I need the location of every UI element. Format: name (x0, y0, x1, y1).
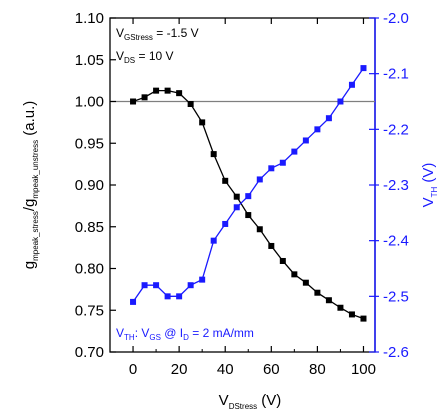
right-y-axis-ticks: -2.6 -2.5 -2.4 -2.3 -2.2 -2.1 -2.0 (369, 10, 409, 361)
gm-ratio-point (256, 226, 263, 233)
right-y-tick-label: -2.2 (383, 121, 409, 138)
gm-ratio-point (187, 101, 194, 108)
left-y-tick-label: 1.05 (75, 52, 104, 69)
vth-point (279, 159, 286, 166)
plot-frame (109, 17, 376, 353)
vth-point (314, 126, 321, 133)
gm-ratio-point (348, 311, 355, 318)
x-axis-ticks: 0 20 40 60 80 100 (129, 18, 376, 378)
gm-ratio-point (325, 297, 332, 304)
vth-point (176, 293, 183, 300)
vth-point (256, 176, 263, 183)
annotation-vgstress: VGStress = -1.5 V (116, 26, 199, 42)
x-tick-label: 60 (263, 361, 280, 378)
vth-point (360, 65, 367, 72)
left-y-axis-label: gmpeak_stress/gmpeak_unstress (a.u.) (21, 101, 40, 270)
vth-point (141, 282, 148, 289)
vth-point (302, 137, 309, 144)
vth-point (268, 165, 275, 172)
gm-ratio-point (233, 193, 240, 200)
x-tick-label: 40 (217, 361, 234, 378)
gm-ratio-point (279, 257, 286, 264)
gm-ratio-point (302, 279, 309, 286)
x-tick-label: 0 (129, 361, 137, 378)
x-tick-label: 100 (351, 361, 376, 378)
gm-ratio-point (337, 304, 344, 311)
right-y-tick-label: -2.3 (383, 177, 409, 194)
left-y-tick-label: 0.90 (75, 177, 104, 194)
gm-ratio-point (210, 151, 217, 158)
vth-point (153, 282, 160, 289)
gm-ratio-point (291, 271, 298, 278)
annotation-vth-definition: VTH: VGS @ ID = 2 mA/mm (116, 326, 254, 342)
vth-point (187, 282, 194, 289)
right-y-tick-label: -2.5 (383, 288, 409, 305)
gm-ratio-point (222, 177, 229, 184)
gm-ratio-point (153, 87, 160, 94)
vth-point (222, 220, 229, 227)
gm-ratio-point (199, 119, 206, 126)
right-y-tick-label: -2.1 (383, 66, 409, 83)
vth-point (348, 81, 355, 88)
vth-line (132, 67, 365, 303)
right-y-tick-label: -2.0 (383, 10, 409, 27)
left-y-tick-label: 0.80 (75, 261, 104, 278)
gm-ratio-point (245, 212, 252, 219)
x-axis-label: VDStress (V) (219, 392, 282, 411)
series-markers (130, 65, 367, 322)
right-y-tick-label: -2.6 (383, 344, 409, 361)
left-y-tick-label: 1.10 (75, 10, 104, 27)
gm-ratio-line (132, 89, 364, 320)
gm-ratio-point (314, 289, 321, 296)
vth-point (325, 115, 332, 122)
vth-point (130, 298, 137, 305)
gm-ratio-point (176, 90, 183, 97)
vth-point (233, 204, 240, 211)
left-y-tick-label: 0.70 (75, 344, 104, 361)
left-y-tick-label: 0.95 (75, 135, 104, 152)
x-tick-label: 20 (171, 361, 188, 378)
vth-point (291, 148, 298, 155)
gm-ratio-point (141, 94, 148, 101)
gm-ratio-point (268, 242, 275, 249)
vth-point (245, 193, 252, 200)
left-y-tick-label: 0.75 (75, 302, 104, 319)
right-y-tick-label: -2.4 (383, 233, 409, 250)
left-y-axis-ticks: 0.70 0.75 0.80 0.85 0.90 0.95 1.00 1.05 1.10 (75, 10, 116, 361)
vth-point (337, 98, 344, 105)
vth-point (164, 293, 171, 300)
gm-ratio-point (164, 87, 171, 94)
x-tick-label: 80 (309, 361, 326, 378)
left-y-tick-label: 1.00 (75, 94, 104, 111)
gm-ratio-point (130, 98, 137, 105)
vth-point (210, 237, 217, 244)
left-y-tick-label: 0.85 (75, 219, 104, 236)
gm-ratio-point (360, 315, 367, 322)
vth-point (199, 276, 206, 283)
annotation-vds: VDS = 10 V (116, 49, 174, 65)
right-y-axis-label: VTH (V) (420, 163, 439, 208)
